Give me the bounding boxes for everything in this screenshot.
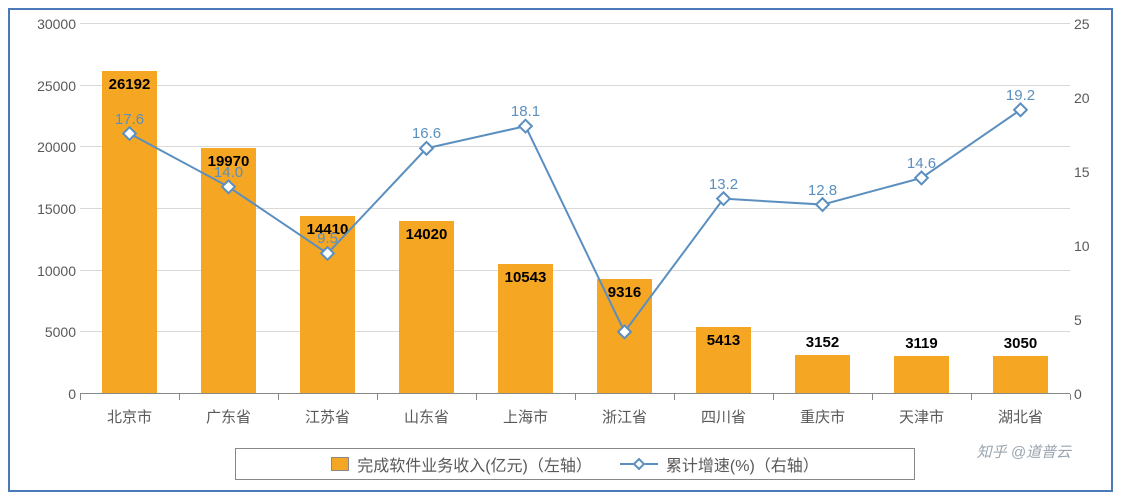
watermark: 知乎 @道普云 bbox=[977, 441, 1071, 462]
x-axis-label: 天津市 bbox=[872, 398, 971, 427]
legend-item-bar: 完成软件业务收入(亿元)（左轴） bbox=[331, 452, 592, 476]
x-axis-label: 江苏省 bbox=[278, 398, 377, 427]
line-value-label: 19.2 bbox=[1006, 87, 1035, 104]
y-left-tick-label: 30000 bbox=[37, 16, 76, 32]
y-left-tick-label: 0 bbox=[68, 386, 76, 402]
x-axis-label: 广东省 bbox=[179, 398, 278, 427]
y-right-tick-label: 5 bbox=[1074, 312, 1082, 328]
line-value-label: 16.6 bbox=[412, 125, 441, 142]
y-left-tick-label: 10000 bbox=[37, 263, 76, 279]
legend-item-line: 累计增速(%)（右轴） bbox=[620, 452, 819, 476]
line-value-label: 17.6 bbox=[115, 111, 144, 128]
line-value-label: 14.6 bbox=[907, 155, 936, 172]
x-axis-label: 湖北省 bbox=[971, 398, 1070, 427]
legend-label-bar: 完成软件业务收入(亿元)（左轴） bbox=[357, 452, 592, 476]
y-right-tick-label: 0 bbox=[1074, 386, 1082, 402]
x-axis-label: 浙江省 bbox=[575, 398, 674, 427]
x-axis-label: 北京市 bbox=[80, 398, 179, 427]
legend: 完成软件业务收入(亿元)（左轴） 累计增速(%)（右轴） bbox=[235, 448, 915, 480]
x-axis-label: 重庆市 bbox=[773, 398, 872, 427]
y-right-tick-label: 25 bbox=[1074, 16, 1090, 32]
y-right-tick-label: 15 bbox=[1074, 164, 1090, 180]
line-value-label: 13.2 bbox=[709, 176, 738, 193]
x-axis-labels: 北京市广东省江苏省山东省上海市浙江省四川省重庆市天津市湖北省 bbox=[80, 398, 1070, 427]
line-value-label: 18.1 bbox=[511, 103, 540, 120]
y-left-tick-label: 25000 bbox=[37, 78, 76, 94]
legend-label-line: 累计增速(%)（右轴） bbox=[666, 452, 819, 476]
y-right-tick-label: 10 bbox=[1074, 238, 1090, 254]
x-tick-mark bbox=[1070, 394, 1071, 400]
legend-line-marker-icon bbox=[620, 457, 658, 471]
y-right-tick-label: 20 bbox=[1074, 90, 1090, 106]
line-labels: 17.6 14.0 9.5 16.6 18.1 13.2 12.8 14.6 19.2 bbox=[80, 24, 1070, 394]
line-value-label: 14.0 bbox=[214, 164, 243, 181]
y-axis-left: 050001000015000200002500030000 bbox=[10, 24, 80, 394]
chart-frame: 050001000015000200002500030000 051015202… bbox=[8, 8, 1113, 492]
y-axis-right: 0510152025 bbox=[1070, 24, 1110, 394]
y-left-tick-label: 5000 bbox=[45, 324, 76, 340]
y-left-tick-label: 20000 bbox=[37, 139, 76, 155]
line-value-label: 12.8 bbox=[808, 182, 837, 199]
plot-area: 2619219970144101402010543931654133152311… bbox=[80, 24, 1070, 394]
line-value-label: 9.5 bbox=[317, 230, 338, 247]
x-axis-label: 山东省 bbox=[377, 398, 476, 427]
y-left-tick-label: 15000 bbox=[37, 201, 76, 217]
x-axis-label: 上海市 bbox=[476, 398, 575, 427]
x-axis-label: 四川省 bbox=[674, 398, 773, 427]
legend-swatch-icon bbox=[331, 457, 349, 471]
